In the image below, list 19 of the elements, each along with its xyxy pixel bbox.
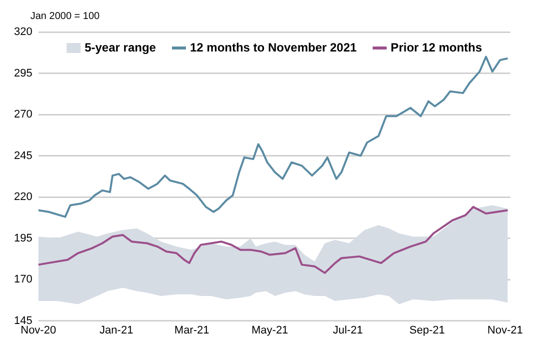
y-tick-label: 270 [14, 108, 32, 121]
y-tick-label: 245 [14, 150, 32, 162]
x-tick-label: Jan-21 [100, 324, 134, 336]
legend-label: Prior 12 months [390, 40, 482, 54]
x-tick-label: Nov-20 [20, 324, 56, 336]
text: Jan 2000 = 100 [30, 10, 100, 22]
y-tick-label: 195 [14, 232, 32, 244]
y-tick-label: 145 [14, 314, 32, 327]
x-tick-label: Sep-21 [409, 324, 445, 336]
y-tick-label: 170 [14, 274, 32, 286]
x-tick-label: Jul-21 [332, 324, 363, 336]
x-tick-label: May-21 [251, 324, 288, 336]
y-tick-label: 295 [14, 67, 32, 80]
legend-label: 5-year range [84, 40, 156, 54]
y-tick-label: 320 [14, 26, 32, 38]
x-tick-label: Mar-21 [174, 324, 210, 336]
x-tick-label: Nov-21 [487, 324, 523, 336]
legend-label: 12 months to November 2021 [190, 40, 358, 54]
y-tick-label: 220 [14, 191, 32, 204]
